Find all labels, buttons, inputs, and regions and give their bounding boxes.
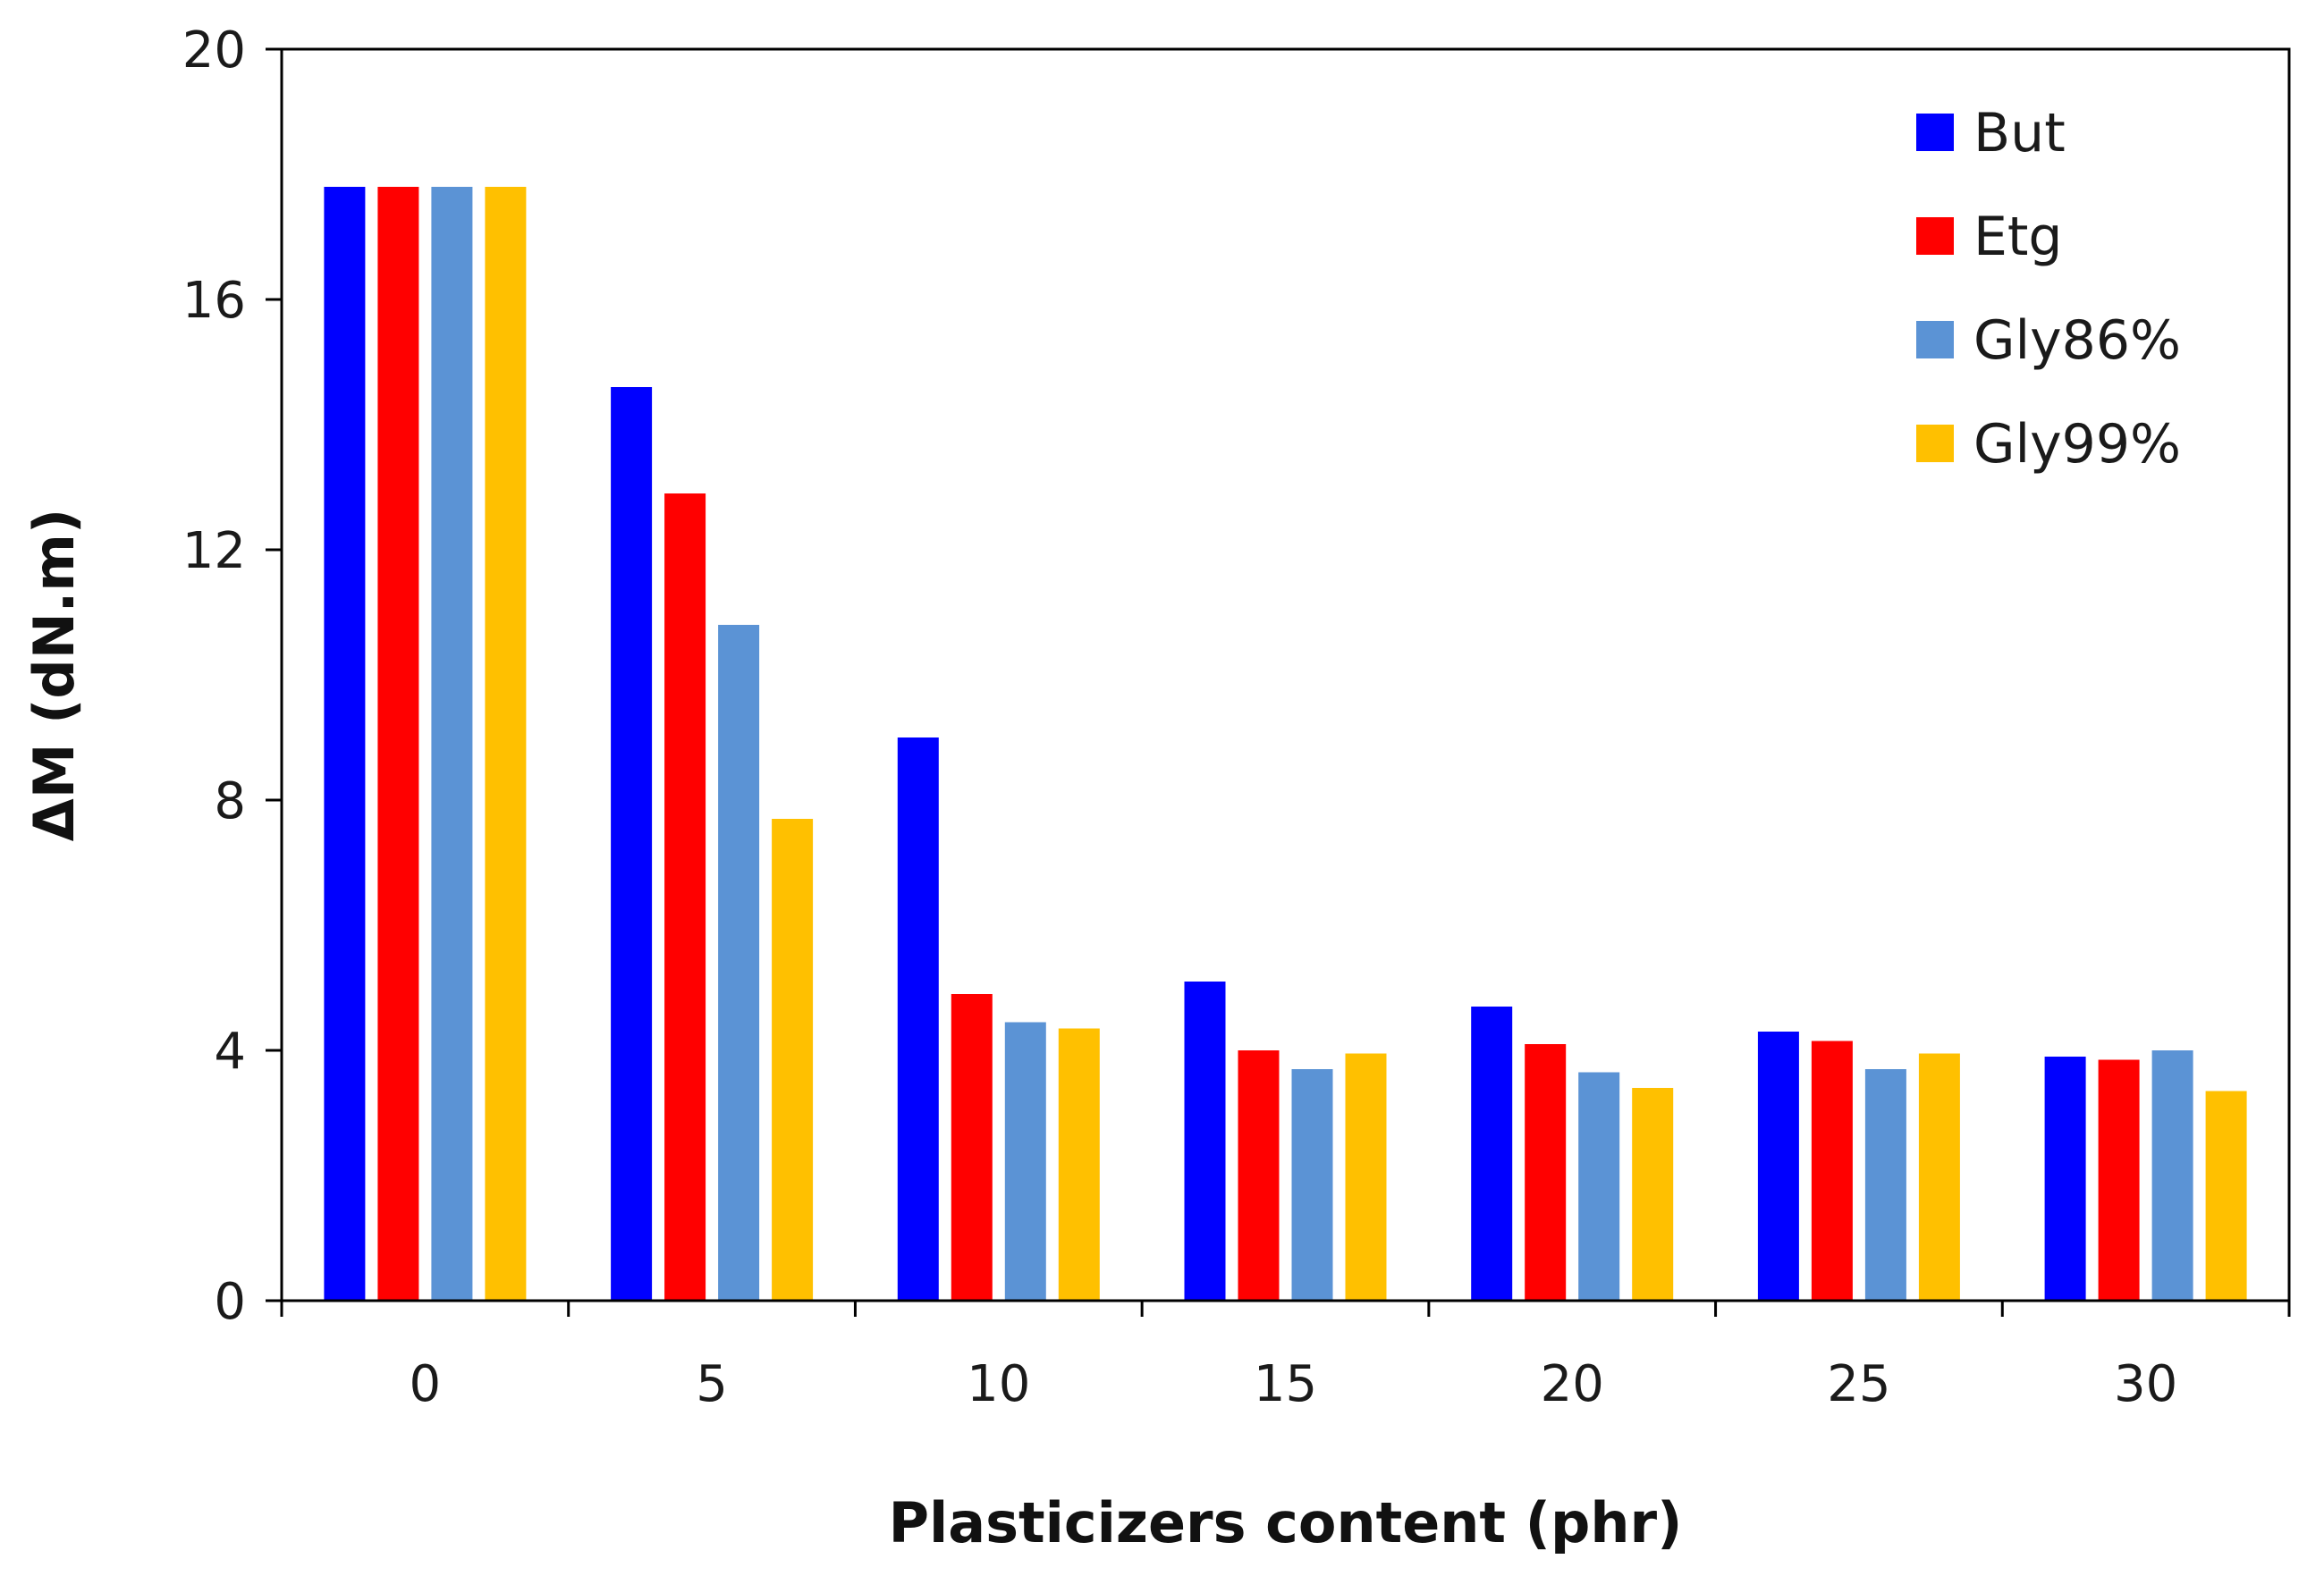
bar-but-25 (1757, 1032, 1799, 1301)
bar-gly99-5 (772, 819, 814, 1301)
legend-swatch-but (1916, 114, 1954, 151)
legend-swatch-gly99 (1916, 425, 1954, 462)
bar-etg-0 (377, 187, 419, 1301)
bar-gly86-20 (1578, 1072, 1620, 1301)
y-tick-label: 4 (214, 1023, 246, 1081)
y-tick-label: 20 (182, 21, 246, 80)
bars-layer (324, 187, 2247, 1301)
bar-gly86-10 (1004, 1022, 1046, 1301)
bar-but-15 (1184, 982, 1226, 1301)
legend-swatch-etg (1916, 217, 1954, 255)
bar-gly99-20 (1632, 1088, 1674, 1301)
bar-etg-10 (951, 994, 993, 1301)
legend-label: Gly86% (1973, 309, 2181, 372)
bar-etg-20 (1525, 1044, 1567, 1301)
bar-etg-15 (1238, 1050, 1280, 1301)
legend-swatch-gly86 (1916, 321, 1954, 358)
bar-gly99-15 (1345, 1053, 1387, 1301)
bar-gly99-30 (2205, 1091, 2247, 1301)
y-axis-title: ΔM (dN.m) (21, 509, 87, 841)
x-tick-label: 30 (2114, 1355, 2177, 1413)
bar-but-10 (897, 737, 939, 1301)
plot-frame (280, 47, 2291, 1302)
legend-label: Gly99% (1973, 413, 2181, 476)
y-tick-label: 16 (182, 272, 246, 330)
y-tick-label: 8 (214, 772, 246, 830)
legend-label: Etg (1973, 206, 2063, 268)
bar-etg-5 (664, 493, 706, 1301)
y-tick-label: 12 (182, 522, 246, 580)
x-tick-label: 25 (1827, 1355, 1890, 1413)
bar-etg-30 (2098, 1059, 2140, 1301)
x-tick-label: 10 (967, 1355, 1030, 1413)
bar-gly99-0 (485, 187, 527, 1301)
x-tick-label: 5 (696, 1355, 728, 1413)
bar-gly86-25 (1864, 1069, 1906, 1301)
bar-gly86-5 (718, 625, 760, 1301)
bar-but-5 (611, 387, 653, 1301)
bar-gly99-25 (1918, 1053, 1960, 1301)
ticks-layer: 0 4 8 12 16 20 0 5 10 15 20 25 30 (182, 21, 2291, 1413)
axes-layer (280, 47, 2291, 1302)
bar-but-0 (324, 187, 366, 1301)
bar-gly86-0 (431, 187, 473, 1301)
y-tick-label: 0 (214, 1273, 246, 1331)
x-tick-label: 15 (1254, 1355, 1317, 1413)
x-tick-label: 0 (410, 1355, 442, 1413)
bar-gly99-10 (1058, 1028, 1100, 1301)
legend-label: But (1973, 102, 2066, 164)
x-axis-title: Plasticizers content (phr) (889, 1490, 1683, 1555)
bar-etg-25 (1811, 1041, 1853, 1301)
bar-gly86-30 (2151, 1050, 2193, 1301)
x-tick-label: 20 (1541, 1355, 1604, 1413)
bar-gly86-15 (1291, 1069, 1333, 1301)
bar-but-30 (2044, 1057, 2086, 1301)
legend: But Etg Gly86% Gly99% (1916, 102, 2181, 476)
bar-but-20 (1471, 1007, 1513, 1301)
